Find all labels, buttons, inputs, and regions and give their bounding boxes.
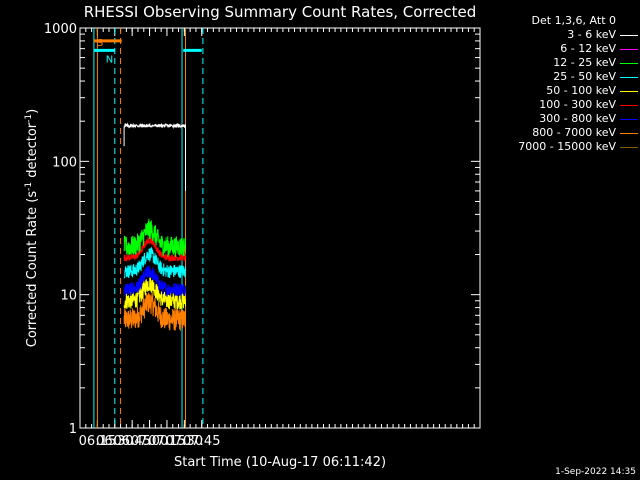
legend-item: 25 - 50 keV xyxy=(553,70,638,83)
legend-item: 50 - 100 keV xyxy=(546,84,638,97)
x-tick-label: 06:15 xyxy=(79,434,116,449)
series-line-300-800kev xyxy=(123,265,186,297)
legend-label: 300 - 800 keV xyxy=(539,112,616,125)
series-line-800-7000kev xyxy=(123,292,186,331)
x-tick-label: 07:30 xyxy=(166,434,203,449)
x-tick-label: 06:30 xyxy=(96,434,133,449)
y-label-part: ) xyxy=(25,109,40,114)
legend-item: 3 - 6 keV xyxy=(567,28,638,41)
legend-label: 3 - 6 keV xyxy=(567,28,616,41)
legend-item: 300 - 800 keV xyxy=(539,112,638,125)
legend-item: 7000 - 15000 keV xyxy=(518,140,638,153)
legend-label: 12 - 25 keV xyxy=(553,56,616,69)
x-tick-label: 07:45 xyxy=(183,434,220,449)
flag-label-s: S xyxy=(97,38,103,49)
plot-border xyxy=(79,27,481,429)
y-tick-label: 1 xyxy=(69,422,77,437)
series-line-3-6kev-trace xyxy=(123,122,186,191)
legend-label: 6 - 12 keV xyxy=(560,42,616,55)
legend-swatch xyxy=(620,49,638,50)
legend-label: 50 - 100 keV xyxy=(546,84,616,97)
legend-label: 100 - 300 keV xyxy=(539,98,616,111)
vertical-markers xyxy=(93,28,204,428)
legend-label: 25 - 50 keV xyxy=(553,70,616,83)
legend-label: 7000 - 15000 keV xyxy=(518,140,616,153)
legend-swatch xyxy=(620,91,638,92)
legend-header: Det 1,3,6, Att 0 xyxy=(532,14,616,27)
flag-label-n: N xyxy=(106,54,113,65)
legend-swatch xyxy=(620,105,638,106)
y-label-part: -1 xyxy=(24,182,34,191)
footer-timestamp: 1-Sep-2022 14:35 xyxy=(555,467,636,477)
x-tick-label: 07:00 xyxy=(131,434,168,449)
series-line-50-100kev xyxy=(123,276,186,310)
legend-swatch xyxy=(620,147,638,148)
plot-frame xyxy=(79,27,481,429)
series-line-25-50kev xyxy=(123,246,186,279)
legend-item: 6 - 12 keV xyxy=(560,42,638,55)
legend-item: 100 - 300 keV xyxy=(539,98,638,111)
legend-item: 12 - 25 keV xyxy=(553,56,638,69)
legend-item: 800 - 7000 keV xyxy=(532,126,638,139)
y-axis-label: Corrected Count Rate (s-1 detector-1) xyxy=(24,109,40,347)
legend-swatch xyxy=(620,133,638,134)
y-tick-label: 100 xyxy=(52,155,77,170)
y-axis: 1 10 100 1000 xyxy=(44,22,480,437)
chart-title: RHESSI Observing Summary Count Rates, Co… xyxy=(84,3,477,21)
x-axis-label: Start Time (10-Aug-17 06:11:42) xyxy=(174,455,386,470)
series-line-12-25kev xyxy=(123,218,186,257)
legend-swatch xyxy=(620,119,638,120)
legend-swatch xyxy=(620,35,638,36)
y-label-part: Corrected Count Rate (s xyxy=(25,191,40,348)
series-lines xyxy=(123,122,186,331)
y-tick-label: 1000 xyxy=(44,22,77,37)
x-tick-label: 07:15 xyxy=(148,434,185,449)
y-label-part: detector xyxy=(25,122,40,182)
legend-swatch xyxy=(620,77,638,78)
flag-bars: SN xyxy=(93,38,202,65)
series-line-100-300kev xyxy=(123,236,186,263)
legend-label: Det 1,3,6, Att 0 xyxy=(531,14,616,27)
y-label-part: -1 xyxy=(24,114,34,123)
y-tick-label: 10 xyxy=(60,289,77,304)
legend-label: 800 - 7000 keV xyxy=(532,126,616,139)
x-tick-label: 06:45 xyxy=(113,434,150,449)
legend-swatch xyxy=(620,63,638,64)
